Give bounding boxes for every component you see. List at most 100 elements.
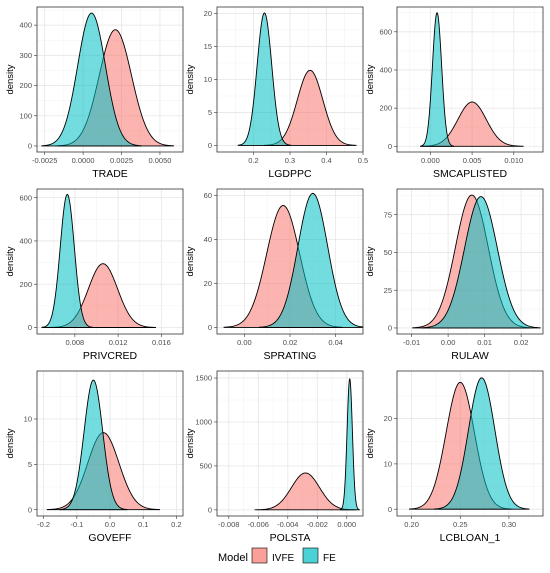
x-tick-label: 0.0000 <box>72 156 95 165</box>
x-tick-label: 0.1 <box>138 520 148 529</box>
y-tick-label: 0 <box>28 142 32 151</box>
panel-border <box>216 188 364 335</box>
x-axis-label: PRIVCRED <box>83 350 138 362</box>
y-tick-label: 20 <box>204 9 212 18</box>
y-tick-label: 0 <box>28 505 32 514</box>
x-tick-label: 0.2 <box>248 156 258 165</box>
y-tick-label: 200 <box>19 280 32 289</box>
legend-label-ivfe: IVFE <box>272 553 295 564</box>
density-area-fe <box>59 379 128 511</box>
y-tick-label: 1000 <box>195 418 212 427</box>
y-tick-label: 300 <box>19 51 32 60</box>
x-tick-label: 0.0 <box>105 520 115 529</box>
y-tick-label: 0 <box>388 505 392 514</box>
x-axis-label: SMCAPLISTED <box>433 168 508 180</box>
panel-trade: -0.0025 0.0000 0.0025 0.0050 0 100 200 300 400 TR… <box>5 6 184 180</box>
x-tick-label: -0.01 <box>403 338 420 347</box>
y-tick-label: 75 <box>384 210 392 219</box>
y-tick-label: 400 <box>19 21 32 30</box>
density-area-fe <box>433 377 530 510</box>
y-tick-label: 5 <box>28 460 32 469</box>
x-axis-label: RULAW <box>451 350 489 362</box>
y-tick-label: 20 <box>204 279 212 288</box>
y-tick-label: 0 <box>28 323 32 332</box>
x-tick-label: 0.01 <box>477 338 492 347</box>
y-tick-label: 40 <box>204 235 212 244</box>
y-tick-label: 200 <box>379 104 392 113</box>
panel-border <box>216 370 364 517</box>
panel-border <box>36 188 184 335</box>
legend-label-fe: FE <box>323 553 336 564</box>
y-axis-label: density <box>5 428 16 458</box>
x-tick-label: 0.2 <box>171 520 181 529</box>
y-tick-label: 0 <box>208 141 212 150</box>
density-area-fe <box>41 12 142 147</box>
y-tick-label: 25 <box>384 286 392 295</box>
x-tick-label: -0.2 <box>37 520 50 529</box>
x-axis-label: TRADE <box>92 168 128 180</box>
x-tick-label: 0.005 <box>463 156 482 165</box>
panel-border <box>36 370 184 517</box>
density-area-ivfe <box>254 472 357 511</box>
y-tick-label: 0 <box>388 142 392 151</box>
x-axis-label: GOVEFF <box>88 532 131 544</box>
y-tick-label: 0 <box>208 505 212 514</box>
y-tick-label: 50 <box>384 248 392 257</box>
x-axis-label: LCBLOAN_1 <box>440 532 501 544</box>
y-axis-label: density <box>365 64 376 94</box>
y-axis-label: density <box>185 428 196 458</box>
panel-goveff: -0.2 -0.1 0.0 0.1 0.2 0 5 10 GOVEFF density <box>5 370 184 544</box>
y-tick-label: 5 <box>208 108 212 117</box>
y-axis-label: density <box>365 428 376 458</box>
x-tick-label: 0.0050 <box>148 156 171 165</box>
y-tick-label: 600 <box>19 193 32 202</box>
x-tick-label: 0.00 <box>237 338 252 347</box>
y-tick-label: 60 <box>204 191 212 200</box>
y-axis-label: density <box>185 64 196 94</box>
legend-title: Model <box>218 552 248 564</box>
x-tick-label: 0.016 <box>152 338 171 347</box>
x-tick-label: 0.5 <box>358 156 368 165</box>
x-tick-label: 0.25 <box>453 520 468 529</box>
x-tick-label: 0.3 <box>285 156 295 165</box>
panel-lcbloan-1: 0.20 0.25 0.30 0 10 20 LCBLOAN_1 density <box>365 370 544 544</box>
x-tick-label: -0.004 <box>277 520 298 529</box>
density-area-fe <box>41 193 94 328</box>
x-tick-label: 0.010 <box>504 156 523 165</box>
y-axis-label: density <box>365 246 376 276</box>
y-tick-label: 15 <box>204 42 212 51</box>
density-area-fe <box>258 192 364 328</box>
panel-border <box>36 6 184 153</box>
panel-border <box>216 6 364 153</box>
panel-border <box>396 6 544 153</box>
density-area-fe <box>339 378 360 511</box>
panel-border <box>396 188 544 335</box>
panel-border <box>396 370 544 517</box>
y-tick-label: 10 <box>384 459 392 468</box>
x-tick-label: 0.000 <box>337 520 356 529</box>
y-tick-label: 10 <box>204 75 212 84</box>
x-axis-label: POLSTA <box>270 532 311 544</box>
x-tick-label: -0.008 <box>218 520 239 529</box>
panel-smcaplisted: 0.000 0.005 0.010 0 200 400 600 SMCAPLISTED dens… <box>365 6 544 180</box>
x-tick-label: 0.02 <box>514 338 529 347</box>
x-axis-label: SPRATING <box>264 350 317 362</box>
x-tick-label: 0.20 <box>404 520 419 529</box>
x-tick-label: -0.1 <box>70 520 83 529</box>
x-tick-label: -0.0025 <box>32 156 57 165</box>
y-axis-label: density <box>5 246 16 276</box>
x-tick-label: 0.0025 <box>110 156 133 165</box>
panel-lgdppc: 0.2 0.3 0.4 0.5 0 5 10 15 20 LGDPPC density <box>185 6 368 180</box>
legend-key-fe <box>302 547 319 564</box>
x-tick-label: 0.30 <box>502 520 517 529</box>
y-axis-label: density <box>5 64 16 94</box>
x-tick-label: 0.008 <box>65 338 84 347</box>
y-tick-label: 600 <box>379 27 392 36</box>
panel-rulaw: -0.01 0.00 0.01 0.02 0 25 50 75 RULAW density <box>365 188 544 362</box>
x-tick-label: 0.00 <box>441 338 456 347</box>
x-tick-label: 0.000 <box>421 156 440 165</box>
y-tick-label: 400 <box>19 237 32 246</box>
legend: Model IVFE FE <box>218 547 336 564</box>
x-tick-label: 0.012 <box>109 338 128 347</box>
